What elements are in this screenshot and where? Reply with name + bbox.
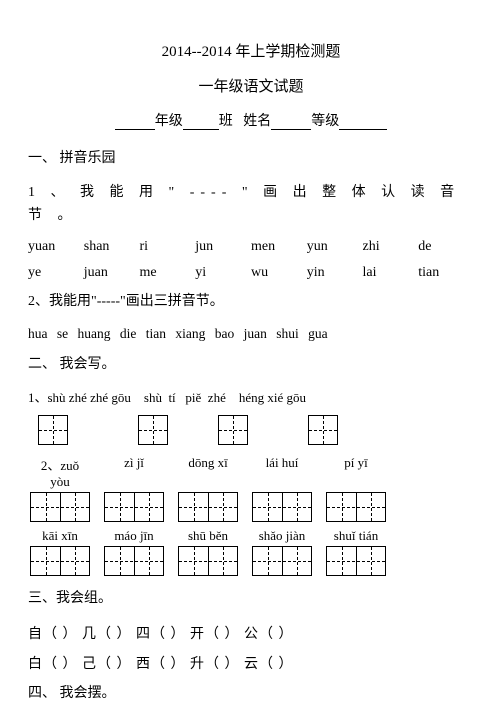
zu-item: 白（ ）: [28, 657, 78, 672]
tian-box[interactable]: [308, 415, 338, 445]
pinyin-cell: ye: [28, 265, 84, 281]
tian-box-double[interactable]: [252, 546, 312, 576]
level-label: 等级: [311, 114, 339, 129]
sec2-q2-labels-1: 2、zuǒ yòu zì jǐ dōng xī lái huí pí yī: [30, 455, 474, 490]
sec3-line2: 白（ ） 己（ ） 西（ ） 升（ ） 云（ ）: [28, 653, 474, 673]
zu-item: 升（ ）: [190, 657, 240, 672]
sec2-q1-labels: 1、shù zhé zhé gōu shù tí piě zhé héng xi…: [28, 388, 474, 408]
pinyin-label: 2、zuǒ yòu: [30, 455, 90, 490]
pinyin-row-3: hua se huang die tian xiang bao juan shu…: [28, 326, 474, 342]
sec1-q1-text: 1 、 我 能 用 " ---- " 画 出 整 体 认 读 音 节 。: [28, 182, 474, 227]
zu-item: 开（ ）: [190, 627, 240, 642]
tian-box-double[interactable]: [326, 546, 386, 576]
sec1-q2: 2、我能用"-----"画出三拼音节。: [28, 291, 474, 313]
q2-prefix: 2、: [41, 458, 61, 473]
pinyin-cell: de: [418, 239, 474, 255]
tian-box-double[interactable]: [178, 492, 238, 522]
zu-item: 几（ ）: [82, 627, 132, 642]
pinyin-label: zì jǐ: [104, 455, 164, 490]
page-title: 2014--2014 年上学期检测题: [28, 40, 474, 61]
zu-item: 云（ ）: [244, 657, 294, 672]
tian-box[interactable]: [38, 415, 68, 445]
pinyin-row-2: ye juan me yi wu yin lai tian: [28, 265, 474, 281]
pinyin-cell: lai: [363, 265, 419, 281]
tian-box-double[interactable]: [178, 546, 238, 576]
sec2-heading: 二、 我会写。: [28, 354, 474, 376]
name-label: 姓名: [243, 114, 271, 129]
sec1-q1: 1 、 我 能 用 " ---- " 画 出 整 体 认 读 音 节 。: [28, 182, 474, 227]
blank-name[interactable]: [271, 116, 311, 130]
blank-level[interactable]: [339, 116, 387, 130]
pinyin-cell: yuan: [28, 239, 84, 255]
pinyin-row-1: yuan shan ri jun men yun zhi de: [28, 239, 474, 255]
sec4-heading: 四、 我会摆。: [28, 683, 474, 705]
pinyin-cell: tian: [418, 265, 474, 281]
tian-row-3: [30, 546, 474, 576]
pinyin-label: pí yī: [326, 455, 386, 490]
tian-box-double[interactable]: [30, 492, 90, 522]
page-subtitle: 一年级语文试题: [28, 75, 474, 96]
tian-box-double[interactable]: [104, 546, 164, 576]
zu-item: 西（ ）: [136, 657, 186, 672]
class-label: 班: [219, 114, 233, 129]
pinyin-cell: shan: [84, 239, 140, 255]
zu-item: 公（ ）: [244, 627, 294, 642]
pinyin-label: dōng xī: [178, 455, 238, 490]
pinyin-cell: men: [251, 239, 307, 255]
sec2-q2-labels-2: kāi xīn máo jīn shū běn shǎo jiàn shuǐ t…: [30, 528, 474, 544]
pinyin-cell: wu: [251, 265, 307, 281]
tian-box-double[interactable]: [252, 492, 312, 522]
zu-item: 自（ ）: [28, 627, 78, 642]
pinyin-label: shuǐ tián: [326, 528, 386, 544]
pinyin-cell: zhi: [363, 239, 419, 255]
blank-class[interactable]: [183, 116, 219, 130]
pinyin-cell: jun: [195, 239, 251, 255]
pinyin-cell: yin: [307, 265, 363, 281]
pinyin-label: shū běn: [178, 528, 238, 544]
zu-item: 四（ ）: [136, 627, 186, 642]
blank-grade[interactable]: [115, 116, 155, 130]
info-line: 年级 班 姓名 等级: [28, 110, 474, 130]
pinyin-cell: yun: [307, 239, 363, 255]
pinyin-label: shǎo jiàn: [252, 528, 312, 544]
pinyin-cell: yi: [195, 265, 251, 281]
pinyin-cell: me: [140, 265, 196, 281]
tian-box[interactable]: [218, 415, 248, 445]
pinyin-label: lái huí: [252, 455, 312, 490]
pinyin-cell: juan: [84, 265, 140, 281]
tian-box-double[interactable]: [104, 492, 164, 522]
pinyin-label: máo jīn: [104, 528, 164, 544]
sec3-heading: 三、我会组。: [28, 588, 474, 610]
tian-row-2: [30, 492, 474, 522]
tian-box-double[interactable]: [326, 492, 386, 522]
zu-item: 己（ ）: [82, 657, 132, 672]
tian-row-1: [38, 415, 474, 445]
pinyin-cell: ri: [140, 239, 196, 255]
grade-label: 年级: [155, 114, 183, 129]
sec1-heading: 一、 拼音乐园: [28, 148, 474, 170]
pinyin-label: kāi xīn: [30, 528, 90, 544]
tian-box-double[interactable]: [30, 546, 90, 576]
tian-box[interactable]: [138, 415, 168, 445]
sec3-line1: 自（ ） 几（ ） 四（ ） 开（ ） 公（ ）: [28, 623, 474, 643]
